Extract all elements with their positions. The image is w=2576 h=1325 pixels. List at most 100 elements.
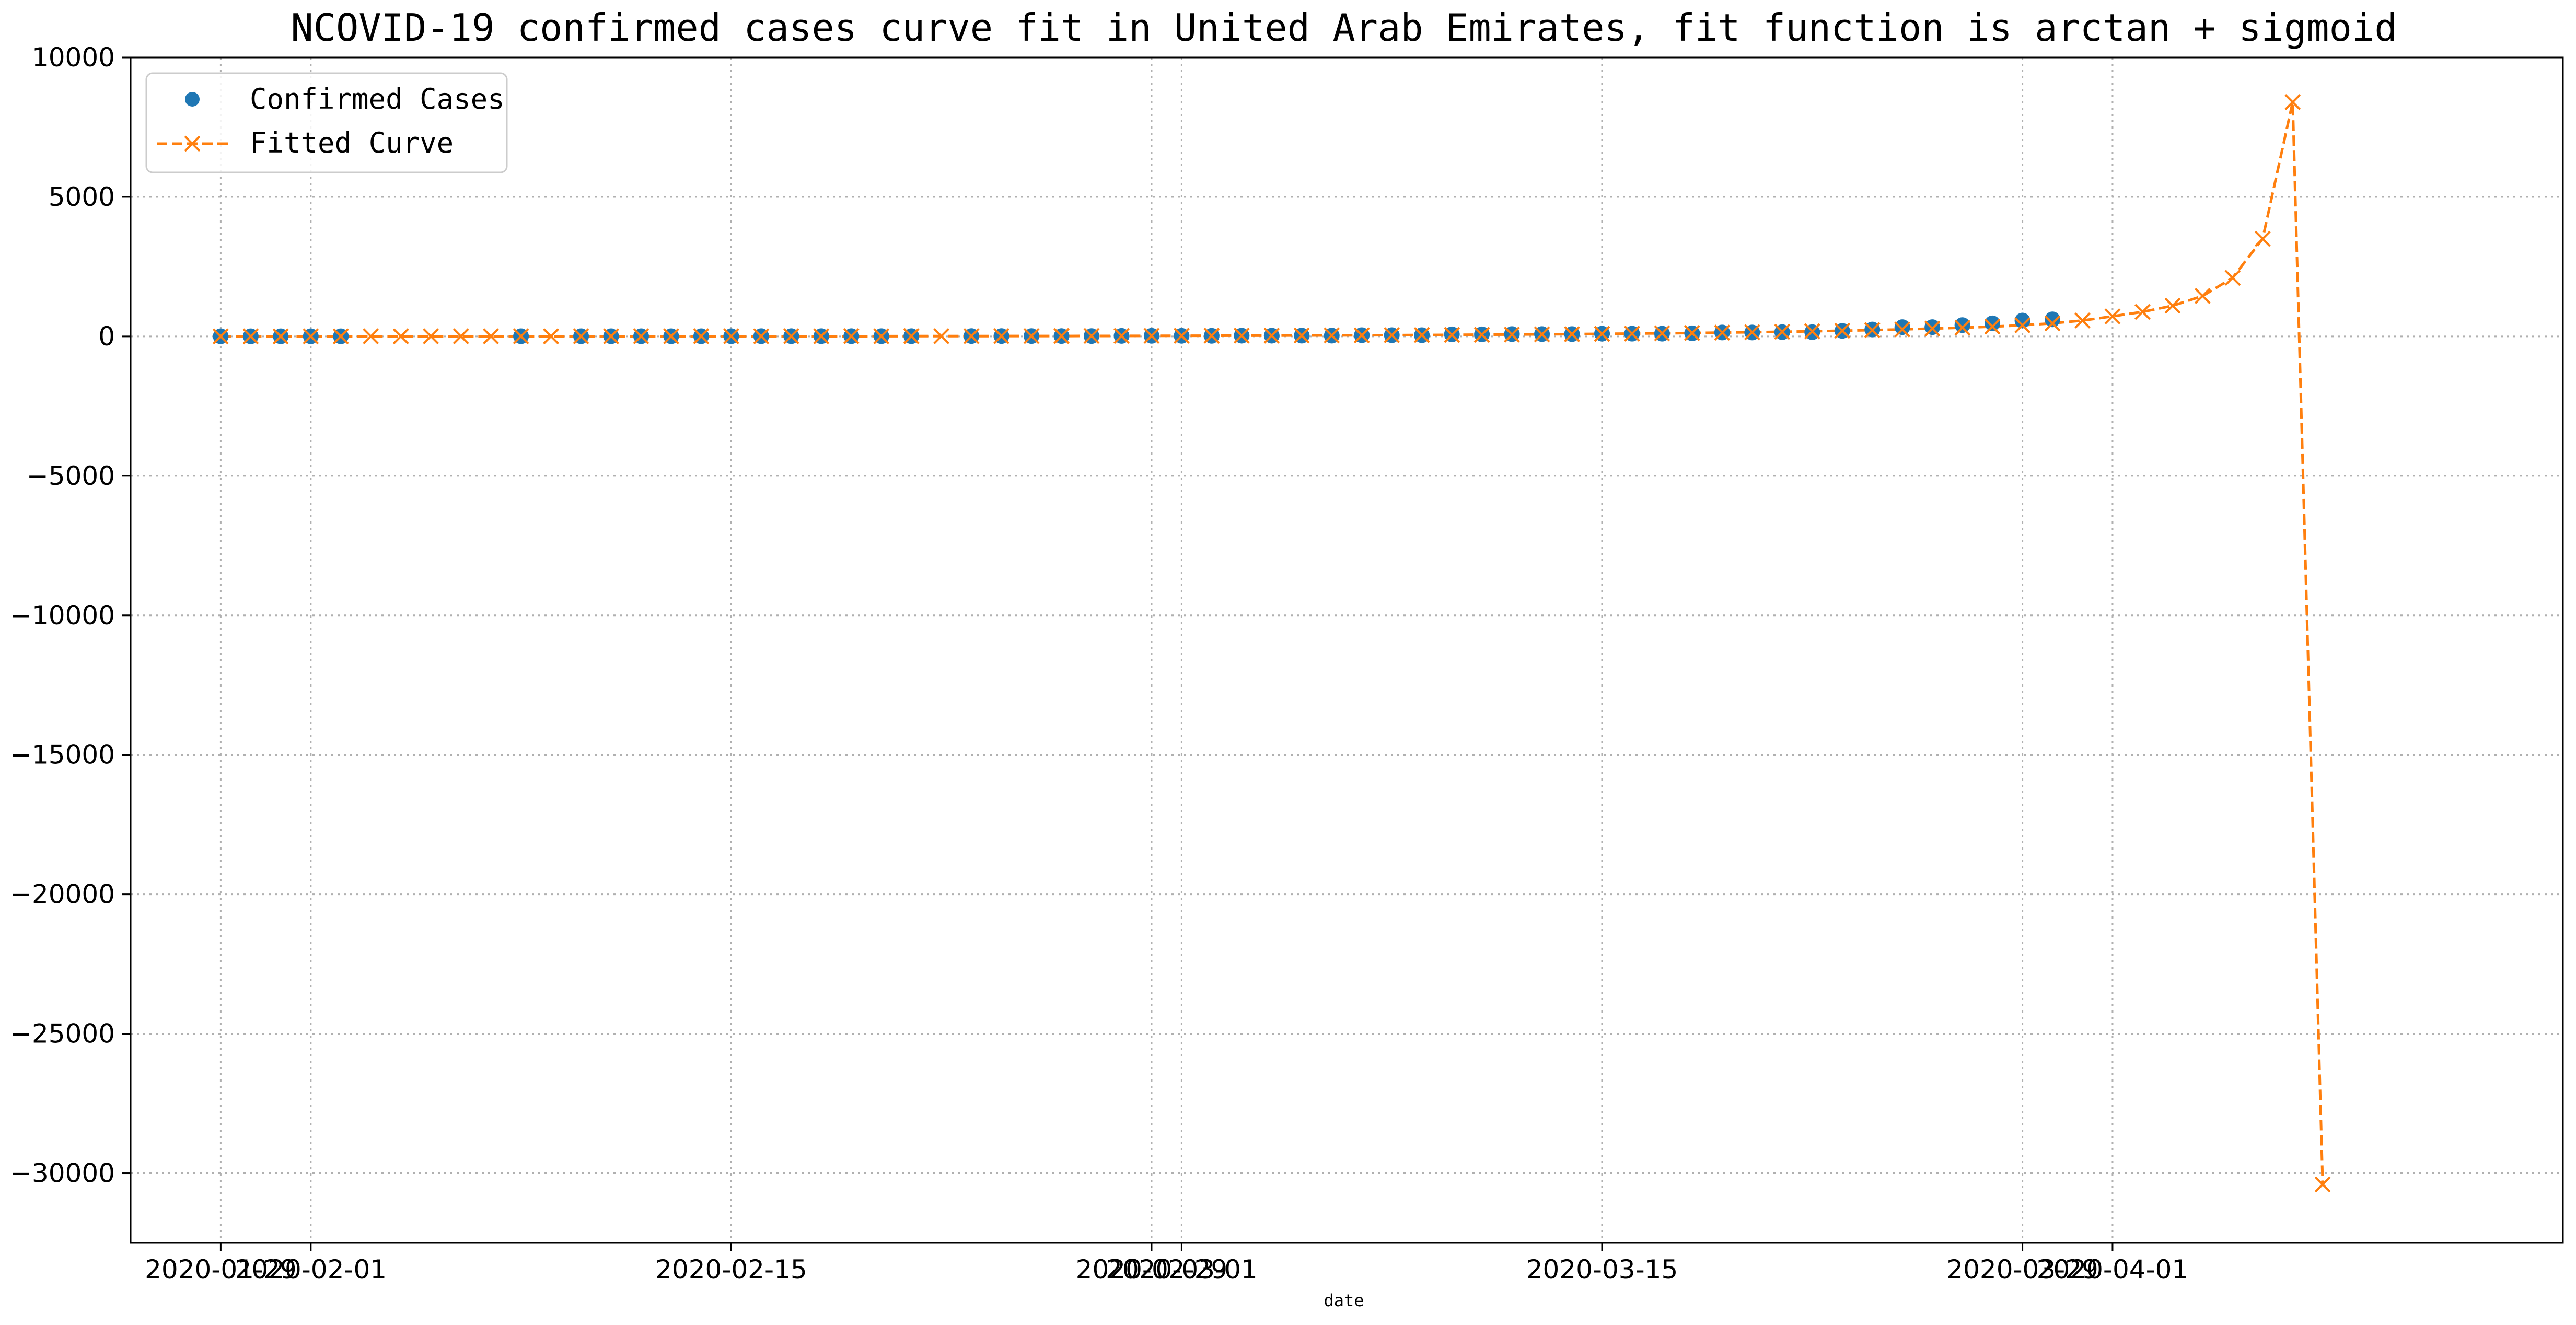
fitted-curve-point: [603, 328, 619, 345]
fitted-curve-point: [723, 328, 739, 344]
confirmed-cases-point: [1924, 319, 1941, 335]
fitted-curve-point: [1534, 326, 1550, 343]
fitted-curve-point: [873, 328, 890, 344]
fitted-curve-point: [1143, 328, 1160, 344]
x-tick-label: 2020-03-01: [1106, 1254, 1258, 1285]
fitted-curve-point: [2104, 308, 2121, 324]
fitted-curve-point: [1413, 327, 1430, 343]
fitted-curve-point: [1384, 327, 1400, 343]
grid: [131, 56, 2563, 1243]
y-tick-label: 0: [98, 321, 115, 352]
fitted-curve-point: [1864, 322, 1881, 339]
fitted-curve-point: [2254, 230, 2271, 247]
fitted-curve-point: [1324, 327, 1340, 344]
fitted-curve-point: [663, 328, 679, 345]
fitted-curve-point: [1834, 322, 1851, 339]
confirmed-cases-point: [1985, 315, 2001, 331]
fitted-curve-point: [1444, 327, 1460, 343]
axes: 10000 5000 0 −5000 −10000 −15000 −20000 −25000 −…: [10, 42, 2188, 1285]
fitted-curve-point: [2014, 317, 2030, 333]
legend-marker-confirmed: [185, 92, 200, 107]
fitted-curve-point: [813, 328, 830, 344]
fitted-curve-point: [1293, 327, 1310, 344]
fitted-curve-point: [2134, 304, 2151, 320]
fitted-curve-point: [1053, 328, 1070, 344]
fitted-curve-point: [783, 328, 799, 344]
y-tick-label: −20000: [10, 879, 115, 910]
fitted-curve-point: [2164, 297, 2181, 314]
fitted-curve-point: [1113, 328, 1130, 344]
confirmed-cases-point: [2045, 311, 2061, 328]
fitted-curve-point: [212, 328, 229, 345]
fitted-curve-point: [933, 328, 950, 344]
x-axis-label: date: [1324, 1291, 1364, 1310]
fitted-curve-point: [1984, 318, 2001, 335]
fitted-curve-point: [1684, 324, 1700, 341]
fitted-curve-point: [1624, 326, 1640, 342]
chart-title: NCOVID-19 confirmed cases curve fit in U…: [291, 6, 2397, 50]
fitted-curve-point: [1894, 321, 1911, 338]
legend: Confirmed Cases Fitted Curve: [145, 72, 508, 173]
fitted-curve-point: [1233, 328, 1250, 344]
fitted-curve-point: [633, 328, 649, 345]
y-tick-label: −10000: [10, 600, 115, 631]
plot-area: [212, 94, 2331, 1193]
legend-label-fitted: Fitted Curve: [250, 126, 454, 159]
fitted-curve-point: [1774, 323, 1791, 340]
fitted-curve-point: [272, 328, 289, 345]
fitted-curve-point: [332, 328, 349, 345]
x-tick-label: 2020-04-01: [2037, 1254, 2189, 1285]
y-tick-label: 10000: [32, 42, 115, 73]
fitted-curve-point: [573, 328, 589, 345]
fitted-curve-point: [693, 328, 710, 344]
y-tick-label: −30000: [10, 1158, 115, 1189]
fitted-curve-point: [1594, 326, 1610, 342]
fitted-curve-point: [1954, 319, 1971, 336]
fitted-curve-point: [2044, 315, 2061, 332]
fitted-curve-point: [1174, 328, 1190, 344]
fitted-curve-point: [392, 328, 409, 345]
x-tick-label: 2020-02-15: [655, 1254, 807, 1285]
fitted-curve-line: [221, 101, 2324, 1184]
y-tick-label: −15000: [10, 740, 115, 770]
fitted-curve-point: [1504, 326, 1520, 343]
fitted-curve-point: [1654, 325, 1670, 342]
x-tick-label: 2020-02-29: [1076, 1254, 1228, 1285]
fitted-curve-point: [1353, 327, 1370, 344]
fitted-curve-point: [363, 328, 379, 345]
confirmed-cases-point: [1894, 319, 1910, 335]
plot-frame: [130, 56, 2564, 1244]
x-tick-label: 2020-01-29: [145, 1254, 297, 1285]
fitted-curve-point: [423, 328, 439, 345]
fitted-curve-point: [1564, 326, 1580, 342]
fitted-curve-point: [303, 328, 319, 345]
fitted-curve-point: [543, 328, 559, 345]
fitted-curve-point: [2194, 288, 2211, 304]
fitted-curve-point: [1924, 320, 1941, 337]
legend-label-confirmed: Confirmed Cases: [250, 83, 505, 115]
legend-box: [145, 72, 508, 173]
fitted-curve-point: [513, 328, 529, 345]
fitted-curve-point: [2314, 1176, 2331, 1193]
fitted-curve-point: [963, 328, 980, 344]
fitted-curve-point: [1263, 327, 1280, 344]
y-tick-label: 5000: [49, 182, 115, 212]
fitted-curve-point: [242, 328, 259, 345]
fitted-curve-point: [1473, 327, 1490, 343]
x-tick-label: 2020-02-01: [235, 1254, 387, 1285]
fitted-curve-point: [1203, 328, 1220, 344]
fitted-curve-point: [2284, 94, 2301, 110]
fitted-curve-point: [1744, 324, 1760, 341]
y-tick-label: −25000: [10, 1019, 115, 1049]
fitted-curve-point: [903, 328, 920, 344]
fitted-curve-point: [2224, 270, 2241, 286]
legend-marker-fitted: [184, 135, 201, 152]
x-tick-label: 2020-03-15: [1526, 1254, 1678, 1285]
fitted-curve-point: [1804, 323, 1820, 340]
fitted-curve-point: [843, 328, 860, 344]
confirmed-cases-point: [1954, 317, 1970, 333]
fitted-curve-point: [483, 328, 500, 345]
x-tick-label: 2020-03-29: [1946, 1254, 2098, 1285]
confirmed-cases-point: [2014, 312, 2030, 329]
y-tick-label: −5000: [27, 461, 115, 491]
